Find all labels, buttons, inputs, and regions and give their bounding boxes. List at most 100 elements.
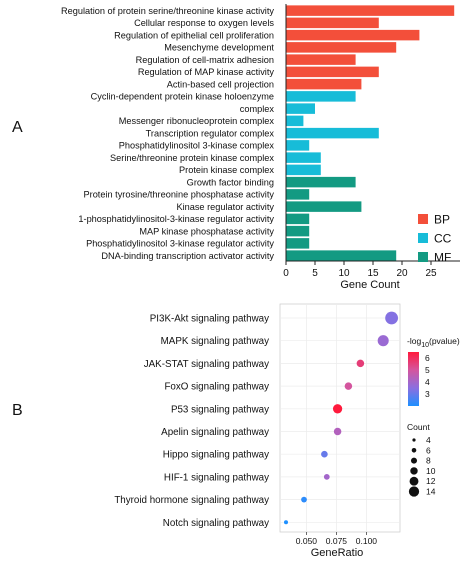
bars (286, 5, 455, 261)
pathway-label: Notch signaling pathway (163, 518, 269, 529)
pathway-label: FoxO signaling pathway (164, 382, 269, 393)
bar-category-label: Protein tyrosine/threonine phosphatase a… (84, 190, 275, 200)
bar-bp (286, 29, 420, 41)
pathway-dot (284, 520, 288, 525)
legend-swatch-mf (418, 252, 428, 262)
size-legend-dot (410, 467, 418, 475)
legend-swatch-bp (418, 214, 428, 224)
bar-category-label: Regulation of cell-matrix adhesion (136, 55, 274, 65)
bar-category-label: Phosphatidylinositol 3-kinase complex (119, 141, 275, 151)
bar-x-tick-label: 15 (367, 268, 379, 279)
pathway-label: Apelin signaling pathway (161, 427, 269, 438)
color-bar-tick-label: 3 (425, 389, 430, 399)
size-legend-dot (409, 476, 419, 486)
bar-category-labels: Regulation of protein serine/threonine k… (61, 6, 274, 261)
bar-cc (286, 140, 310, 151)
panel-letter-b: B (12, 402, 23, 419)
dot-x-ticks: 0.050 0.075 0.100 (296, 532, 377, 546)
bar-mf (286, 225, 310, 237)
dot-x-tick-label: 0.050 (296, 536, 318, 546)
dot-plot-grid (280, 304, 400, 532)
pathway-label: Hippo signaling pathway (163, 450, 269, 461)
bar-mf (286, 250, 397, 261)
bar-legend: BP CC MF (418, 213, 452, 265)
pvalue-color-legend: -log10(pvalue) 3 4 5 6 (407, 336, 460, 406)
bar-category-label: Transcription regulator complex (146, 128, 275, 138)
size-legend-label: 4 (426, 435, 431, 445)
size-legend-label: 6 (426, 445, 431, 455)
pathway-dot (344, 382, 353, 390)
pathway-dot (332, 404, 343, 414)
bar-cc (286, 127, 379, 139)
pathway-dot (321, 450, 328, 458)
bar-x-ticks: 0 5 10 15 20 25 (283, 261, 437, 279)
pathway-label: Thyroid hormone signaling pathway (114, 495, 269, 506)
bar-category-label: MAP kinase phosphatase activity (139, 226, 274, 236)
pathway-label: HIF-1 signaling pathway (164, 472, 269, 483)
bar-category-label: Mesenchyme development (164, 43, 274, 53)
bar-bp (286, 54, 356, 65)
color-bar (408, 352, 419, 406)
bar-category-label: Phosphatidylinositol 3-kinase regulator … (86, 239, 274, 249)
color-bar-tick-label: 4 (425, 377, 430, 387)
dot-x-tick-label: 0.075 (326, 536, 348, 546)
bar-category-label: Protein kinase complex (179, 165, 274, 175)
bar-category-label: Cellular response to oxygen levels (134, 18, 274, 28)
color-bar-tick-label: 6 (425, 353, 430, 363)
bar-category-label: DNA-binding transcription activator acti… (101, 251, 274, 261)
bar-cc (286, 152, 321, 163)
size-legend-dot (410, 457, 418, 464)
bar-category-label: Actin-based cell projection (167, 79, 274, 89)
pathway-labels: PI3K-Akt signaling pathway MAPK signaling… (114, 314, 269, 529)
size-legend-label: 10 (426, 466, 436, 476)
pathway-label: JAK-STAT signaling pathway (144, 359, 269, 370)
bar-category-label: 1-phosphatidylinositol-3-kinase regulato… (78, 214, 274, 224)
bar-category-label: Regulation of epithelial cell proliferat… (114, 30, 274, 40)
bar-x-tick-label: 0 (283, 268, 289, 279)
color-bar-ticks: 3 4 5 6 (425, 353, 430, 399)
size-legend-label: 14 (426, 487, 436, 497)
bar-cc (286, 103, 315, 114)
pathway-dot (333, 427, 342, 436)
bar-x-tick-label: 10 (338, 268, 350, 279)
size-legend-title: Count (407, 422, 430, 432)
dot-x-axis-title: GeneRatio (311, 547, 364, 559)
bar-category-label: Growth factor binding (187, 177, 274, 187)
bar-category-label: complex (240, 104, 275, 114)
bar-bp (286, 17, 379, 29)
pathway-label: MAPK signaling pathway (161, 336, 269, 347)
bar-mf (286, 189, 310, 200)
go-enrichment-bar-chart: Regulation of protein serine/threonine k… (61, 4, 460, 291)
bar-mf (286, 201, 362, 212)
panel-letter-a: A (12, 119, 23, 136)
bar-category-label: Regulation of protein serine/threonine k… (61, 6, 274, 16)
bar-bp (286, 42, 397, 53)
pathway-dot (377, 335, 389, 347)
bar-bp (286, 66, 379, 78)
legend-label-cc: CC (434, 232, 452, 246)
bar-x-tick-label: 20 (396, 268, 408, 279)
bar-mf (286, 213, 310, 225)
color-legend-title: -log10(pvalue) (407, 336, 460, 349)
color-bar-tick-label: 5 (425, 365, 430, 375)
bar-x-tick-label: 25 (425, 268, 437, 279)
size-legend-label: 12 (426, 476, 436, 486)
pathway-dot (356, 359, 365, 368)
bar-category-label: Cyclin-dependent protein kinase holoenzy… (91, 92, 274, 102)
legend-swatch-cc (418, 233, 428, 243)
bar-x-axis-title: Gene Count (340, 279, 399, 291)
bar-x-tick-label: 5 (312, 268, 318, 279)
pathway-dot (385, 311, 398, 325)
size-legend-dot (412, 438, 416, 442)
size-legend-dot (411, 447, 417, 453)
bar-category-label: Kinase regulator activity (176, 202, 274, 212)
bar-bp (286, 78, 362, 90)
bar-category-label: Serine/threonine protein kinase complex (110, 153, 274, 163)
bar-category-label: Messenger ribonucleoprotein complex (119, 116, 275, 126)
bar-bp (286, 5, 455, 16)
pathway-dot (323, 474, 330, 480)
size-legend-label: 8 (426, 456, 431, 466)
